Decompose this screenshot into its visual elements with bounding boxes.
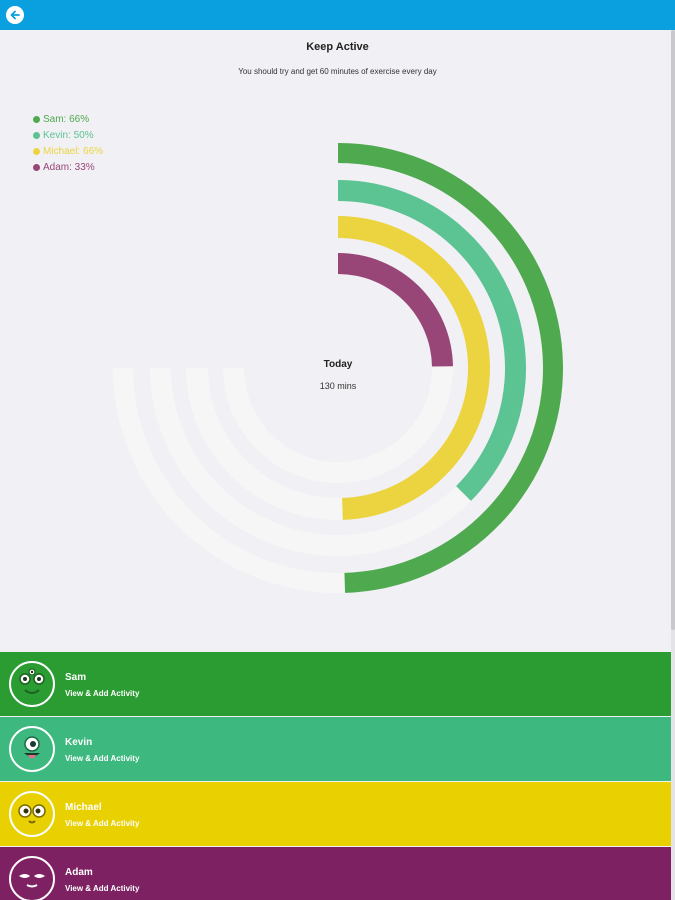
ring-bar-kevin [338,180,526,501]
legend-dot [33,115,40,123]
ring-bar-adam [338,253,453,367]
ring-bar-michael [338,216,490,520]
chart-center-value: 130 mins [319,381,357,391]
person-row-michael[interactable]: Michael View & Add Activity [0,782,675,846]
page-title: Keep Active [306,41,369,53]
chart-center-label: Today [323,359,353,370]
view-add-activity-link[interactable]: View & Add Activity [65,884,140,893]
view-add-activity-link[interactable]: View & Add Activity [65,754,140,763]
person-name: Michael [65,802,102,813]
three-eyed-monster-icon [9,661,55,707]
person-name: Sam [65,672,87,683]
legend-dot [33,131,40,139]
legend-item-kevin: Kevin: 50% [33,127,103,143]
round-eyed-monster-icon [9,791,55,837]
legend-item-adam: Adam: 33% [33,159,103,175]
view-add-activity-link[interactable]: View & Add Activity [65,819,140,828]
legend-dot [33,163,40,171]
person-name: Adam [65,867,93,878]
sleepy-monster-icon [9,856,55,900]
back-button[interactable] [6,6,24,24]
legend-dot [33,147,40,155]
person-row-sam[interactable]: Sam View & Add Activity [0,652,675,716]
view-add-activity-link[interactable]: View & Add Activity [65,689,140,698]
one-eyed-monster-icon [9,726,55,772]
scrollbar[interactable] [671,30,675,900]
top-bar [0,0,675,30]
radial-activity-chart [338,143,564,593]
scrollbar-thumb[interactable] [671,30,675,630]
person-row-adam[interactable]: Adam View & Add Activity [0,847,675,900]
legend-label: Sam: 66% [43,113,90,125]
legend-label: Adam: 33% [43,161,95,173]
legend-item-michael: Michael: 66% [33,143,103,159]
legend-item-sam: Sam: 66% [33,111,103,127]
legend-label: Kevin: 50% [43,129,94,141]
person-name: Kevin [65,737,93,748]
page-subtitle: You should try and get 60 minutes of exe… [238,67,437,76]
chart-legend: Sam: 66% Kevin: 50% Michael: 66% Adam: 33% [33,111,103,175]
person-row-kevin[interactable]: Kevin View & Add Activity [0,717,675,781]
arrow-left-icon [10,10,20,20]
legend-label: Michael: 66% [43,145,104,157]
